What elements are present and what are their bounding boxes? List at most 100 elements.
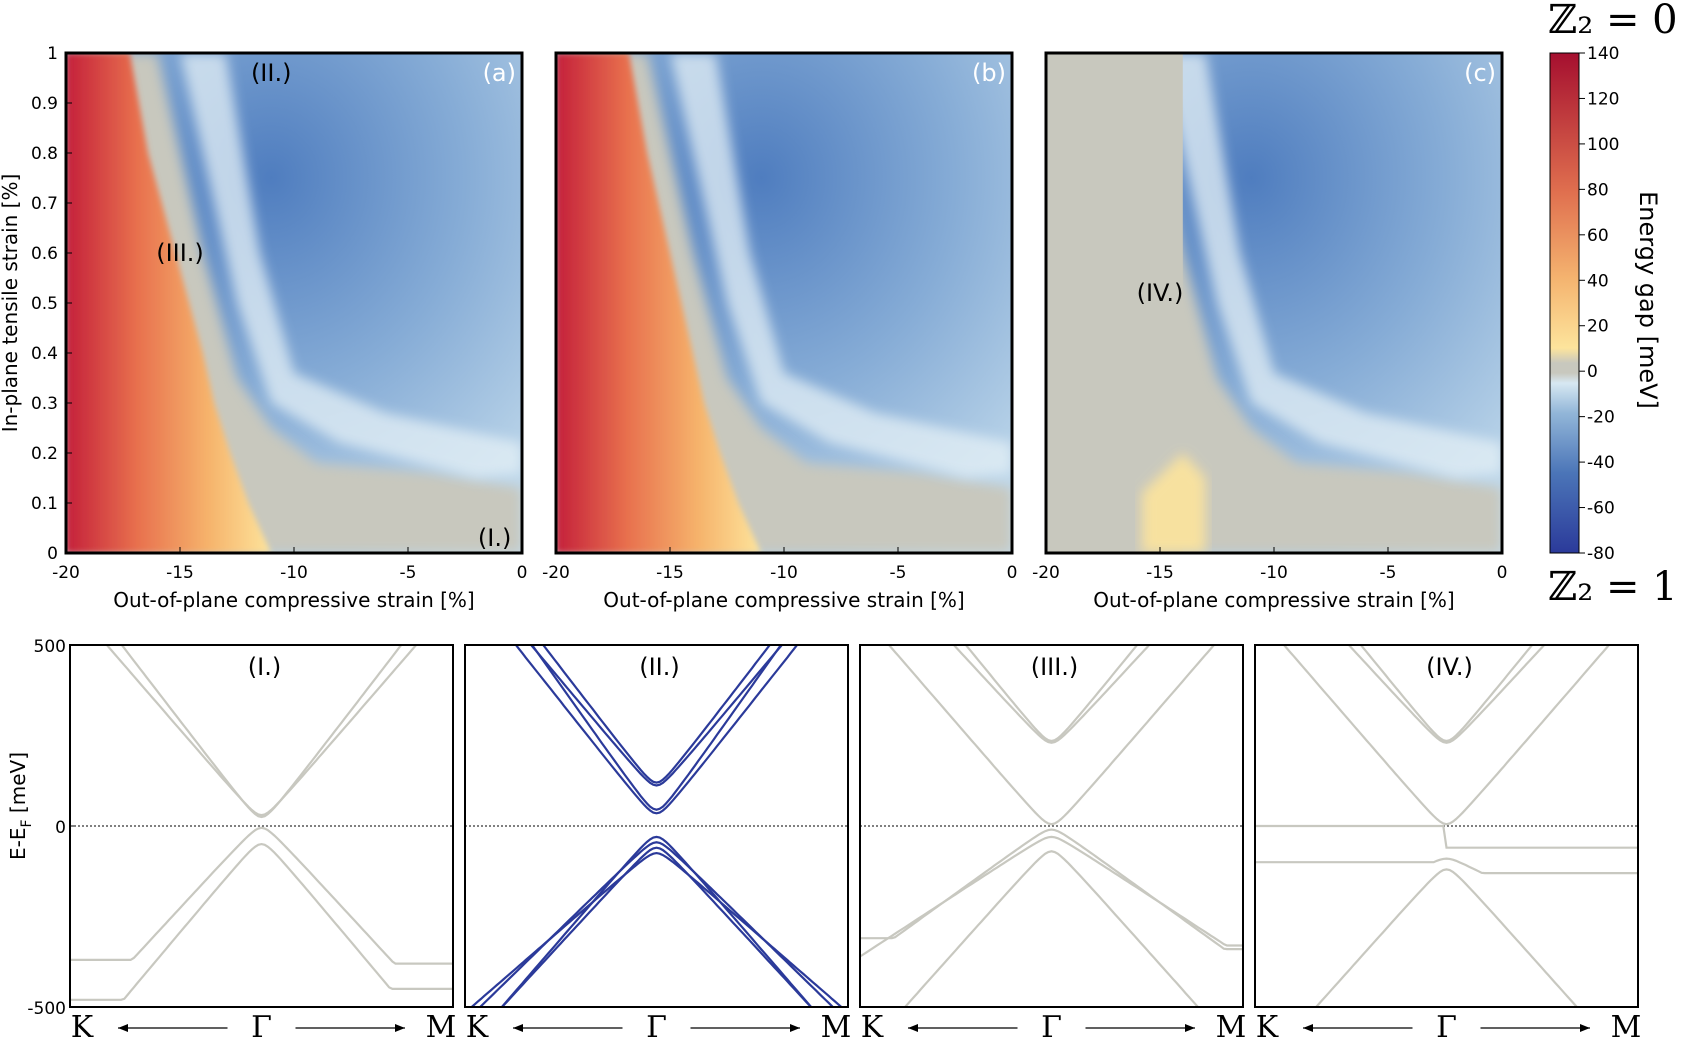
y-tick-label: 500 (34, 637, 66, 657)
band-panel-frame (859, 644, 1244, 1008)
colorbar-tick-label: -80 (1587, 544, 1615, 564)
band-line (70, 826, 453, 965)
colorbar-tick-label: -60 (1587, 499, 1615, 519)
band-line (529, 645, 784, 787)
band-line (964, 645, 1139, 743)
y-tick-label: 0.3 (31, 394, 58, 414)
x-tick-label: -10 (1260, 563, 1288, 583)
kpoint-label: K (71, 1010, 94, 1041)
band-line (120, 645, 403, 819)
heatmap-transition-region (180, 53, 522, 478)
region-label: (IV.) (1137, 279, 1184, 307)
z2-bottom-label: ℤ₂ = 1 (1548, 564, 1678, 610)
y-tick-label: -500 (27, 999, 66, 1019)
band-line (478, 841, 835, 1007)
heatmap-positive-region (66, 53, 272, 553)
region-label: (I.) (478, 524, 511, 552)
colorbar-tick-label: 40 (1587, 271, 1609, 291)
band-line (860, 828, 1243, 951)
band-y-axis-label: E-EF [meV] (6, 752, 35, 860)
x-tick-label: -5 (400, 563, 417, 583)
kpoint-label: Γ (251, 1010, 272, 1041)
colorbar-label: Energy gap [meV] (1634, 191, 1662, 409)
colorbar-tick-label: 20 (1587, 317, 1609, 337)
kpoint-label: Γ (1041, 1010, 1062, 1041)
z2-top-label: ℤ₂ = 0 (1548, 0, 1678, 43)
band-panel-label: (IV.) (1426, 653, 1473, 681)
k-arrow-left-head (908, 1024, 918, 1032)
panel-tag: (c) (1464, 59, 1496, 87)
heatmap-transition-region (1160, 53, 1502, 478)
kpoint-label: M (1216, 1010, 1247, 1041)
colorbar-tick-label: 60 (1587, 226, 1609, 246)
band-line (1347, 645, 1546, 744)
kpoint-label: M (821, 1010, 852, 1041)
y-tick-label: 1 (47, 44, 58, 64)
band-line (500, 835, 813, 1007)
x-axis-label: Out-of-plane compressive strain [%] (603, 588, 964, 612)
band-line (530, 645, 783, 811)
k-arrow-right-head (1580, 1024, 1590, 1032)
colorbar-tick-label: 120 (1587, 89, 1619, 109)
band-panel-label: (I.) (248, 653, 281, 681)
colorbar-tick-label: -40 (1587, 453, 1615, 473)
k-arrow-left-head (1303, 1024, 1313, 1032)
x-tick-label: -15 (166, 563, 194, 583)
band-panel-2: (II.) K Γ M (464, 644, 852, 1041)
y-tick-label: 0.6 (31, 244, 58, 264)
band-panel-3: (III.) K Γ M (859, 644, 1247, 1041)
colorbar-tick-label: -20 (1587, 408, 1615, 428)
band-lines (465, 645, 848, 1007)
y-tick-label: 0 (47, 544, 58, 564)
heatmap-field (556, 53, 1012, 553)
y-tick-label: 0.4 (31, 344, 58, 364)
y-tick-label: 0.7 (31, 194, 58, 214)
colorbar: 140 120 100 80 60 40 20 0 -20 -40 -60 -80 Energy ga… (1548, 0, 1678, 610)
band-line (541, 645, 772, 784)
kpoint-label: M (426, 1010, 457, 1041)
x-axis-label: Out-of-plane compressive strain [%] (113, 588, 474, 612)
band-panel-frame (1254, 644, 1639, 1008)
heatmap-field (66, 53, 522, 553)
heatmap-field (1046, 53, 1502, 553)
heatmap-panel-a: -20 -15 -10 -5 0 Out-of-plane compressive str… (0, 44, 527, 612)
band-line (1314, 868, 1579, 1007)
k-arrow-left-head (513, 1024, 523, 1032)
band-line (860, 835, 1243, 958)
y-axis-label: In-plane tensile strain [%] (0, 174, 22, 433)
heatmap-panels: -20 -15 -10 -5 0 Out-of-plane compressive str… (0, 44, 1507, 612)
y-tick-label: 0.9 (31, 94, 58, 114)
colorbar-tick-label: 80 (1587, 180, 1609, 200)
kpoint-label: Γ (646, 1010, 667, 1041)
k-arrow-right-head (1185, 1024, 1195, 1032)
region-label: (II.) (251, 59, 292, 87)
band-line (1282, 645, 1611, 826)
region-label: (III.) (156, 239, 204, 267)
colorbar-ticks: 140 120 100 80 60 40 20 0 -20 -40 -60 -80 (1579, 44, 1619, 564)
band-line (469, 851, 844, 1007)
x-tick-label: -20 (1032, 563, 1060, 583)
band-lines (1255, 645, 1638, 1007)
band-line (1255, 857, 1638, 875)
band-line (70, 842, 453, 1001)
band-line (1255, 824, 1638, 849)
y-tick-label: 0.2 (31, 444, 58, 464)
band-panel-frame (464, 644, 849, 1008)
kpoint-label: K (1256, 1010, 1279, 1041)
kpoint-label: K (466, 1010, 489, 1041)
kpoint-label: Γ (1436, 1010, 1457, 1041)
heatmap-panel-b: -20 -15 -10 -5 0 Out-of-plane compressive str… (542, 51, 1018, 612)
colorbar-tick-label: 0 (1587, 362, 1598, 382)
heatmap-zero-region (1046, 53, 1183, 553)
band-lines (70, 645, 453, 1001)
colorbar-tick-label: 140 (1587, 44, 1619, 64)
x-tick-label: -15 (1146, 563, 1174, 583)
band-line (500, 846, 813, 1007)
heatmap-positive-region (1141, 453, 1206, 553)
x-tick-label: -5 (890, 563, 907, 583)
band-panel-4: (IV.) K Γ M (1254, 644, 1642, 1041)
x-tick-label: 0 (1007, 563, 1018, 583)
kpoint-label: M (1611, 1010, 1642, 1041)
colorbar-tick-label: 100 (1587, 135, 1619, 155)
